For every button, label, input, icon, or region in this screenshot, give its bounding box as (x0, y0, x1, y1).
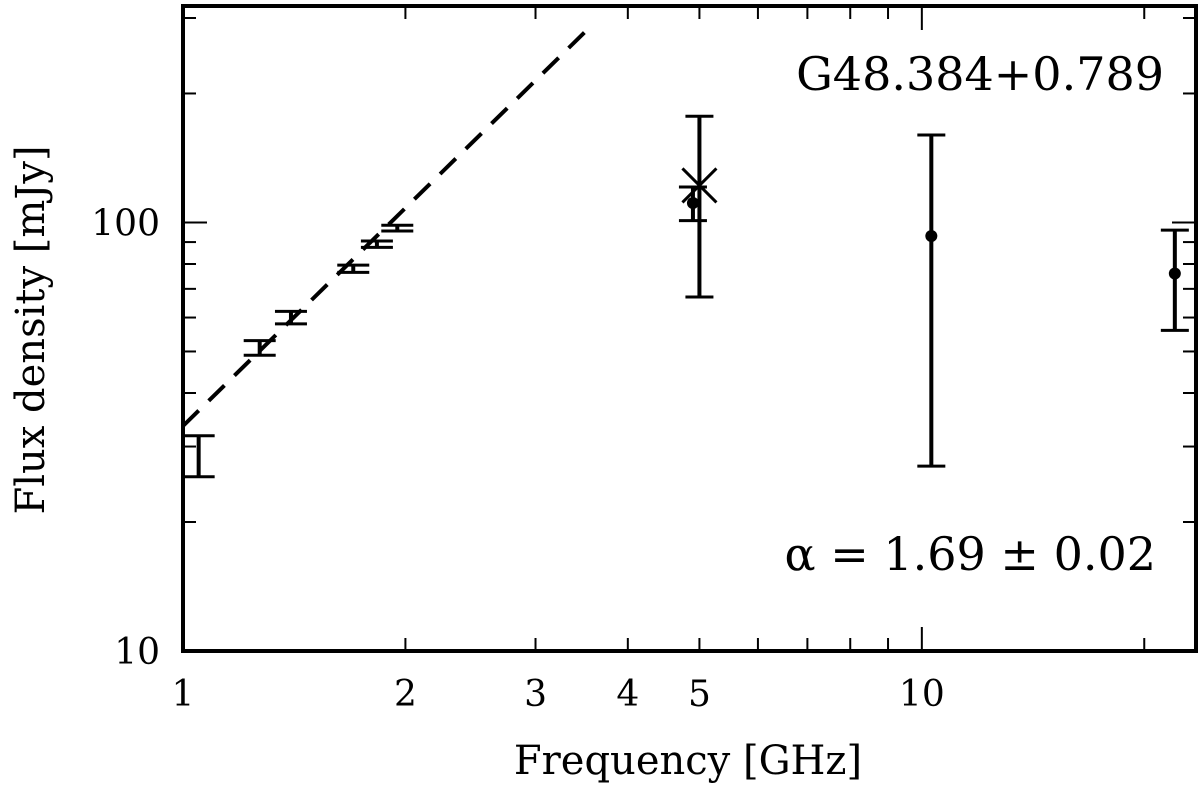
x-tick-label: 1 (172, 674, 195, 715)
data-point (917, 133, 946, 468)
point-marker-cross (681, 167, 718, 204)
data-point (360, 239, 393, 249)
data-point (274, 309, 307, 326)
x-axis-title: Frequency [GHz] (514, 738, 862, 784)
x-tick-label: 5 (688, 674, 711, 715)
data-point (182, 434, 215, 479)
data-point (243, 339, 276, 357)
x-tick-label: 10 (899, 674, 945, 715)
x-tick-label: 2 (394, 674, 417, 715)
power-law-fit-line (181, 26, 591, 428)
y-tick-label: 10 (114, 632, 160, 673)
x-tick-label: 4 (616, 674, 639, 715)
point-marker-dot (925, 229, 938, 242)
data-point (337, 263, 370, 274)
point-marker-dot (1168, 267, 1181, 280)
x-tick-label: 3 (524, 674, 547, 715)
y-tick-labels: 10 100 (91, 203, 160, 673)
x-tick-labels: 1 2 3 4 5 10 (172, 674, 945, 715)
source-name-label: G48.384+0.789 (796, 47, 1164, 101)
y-axis-title: Flux density [mJy] (8, 145, 54, 514)
fit-line-layer (181, 26, 591, 428)
plot-frame (181, 4, 1198, 653)
point-marker-dot (686, 197, 699, 210)
data-point (681, 114, 718, 299)
data-point (381, 223, 414, 233)
data-points-layer (182, 114, 1189, 479)
y-tick-label: 100 (91, 203, 160, 244)
spectral-index-label: α = 1.69 ± 0.02 (785, 527, 1156, 581)
data-point (1160, 228, 1189, 332)
